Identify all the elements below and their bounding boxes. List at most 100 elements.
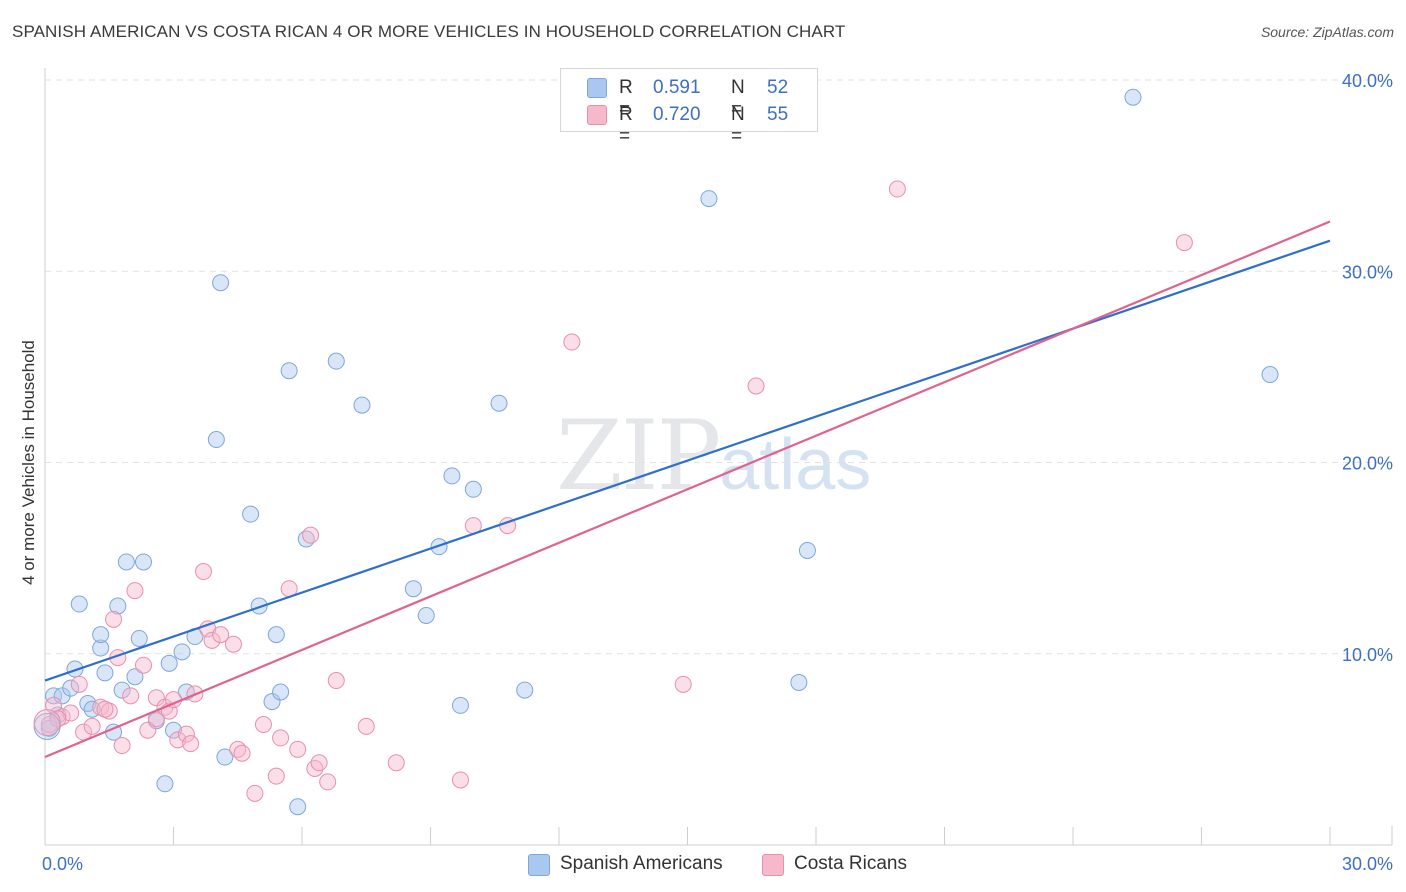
point-costa-rican bbox=[105, 610, 123, 628]
axis-layer bbox=[44, 68, 1393, 846]
point-spanish-american bbox=[92, 639, 110, 657]
point-spanish-american bbox=[464, 480, 482, 498]
chart-title: SPANISH AMERICAN VS COSTA RICAN 4 OR MOR… bbox=[12, 22, 846, 41]
point-costa-rican bbox=[139, 721, 157, 739]
point-costa-rican bbox=[212, 626, 230, 644]
point-spanish-american bbox=[443, 467, 461, 485]
point-costa-rican bbox=[203, 631, 221, 649]
point-spanish-american bbox=[289, 798, 307, 816]
point-spanish-american bbox=[96, 664, 114, 682]
point-costa-rican bbox=[302, 526, 320, 544]
point-spanish-american bbox=[173, 643, 191, 661]
point-costa-rican bbox=[194, 563, 212, 581]
bottom-legend-label: Costa Ricans bbox=[794, 853, 907, 874]
point-costa-rican bbox=[53, 708, 71, 726]
legend-r-label: R = bbox=[619, 104, 633, 147]
point-spanish-american bbox=[263, 693, 281, 711]
point-spanish-american bbox=[160, 654, 178, 672]
point-costa-rican bbox=[1175, 234, 1193, 252]
point-costa-rican bbox=[100, 702, 118, 720]
legend-r-label: R = bbox=[619, 77, 633, 120]
point-costa-rican bbox=[126, 582, 144, 600]
point-costa-rican bbox=[96, 700, 114, 718]
legend-swatch-pink bbox=[587, 105, 607, 125]
point-costa-rican bbox=[83, 717, 101, 735]
y-tick-label: 10.0% bbox=[1342, 645, 1393, 665]
watermark: ZIPatlas bbox=[556, 400, 871, 512]
point-spanish-american bbox=[70, 595, 88, 613]
points-layer bbox=[33, 88, 1279, 816]
point-spanish-american bbox=[92, 626, 110, 644]
point-spanish-american bbox=[62, 679, 80, 697]
point-spanish-american bbox=[272, 683, 290, 701]
point-costa-rican bbox=[319, 773, 337, 791]
point-costa-rican bbox=[254, 716, 272, 734]
point-costa-rican bbox=[327, 672, 345, 690]
point-spanish-american bbox=[130, 629, 148, 647]
grid-layer bbox=[45, 79, 1392, 655]
point-spanish-american bbox=[45, 687, 63, 705]
y-axis-title: 4 or more Vehicles in Household bbox=[19, 340, 38, 585]
point-costa-rican bbox=[387, 754, 405, 772]
point-spanish-american bbox=[327, 352, 345, 370]
point-costa-rican bbox=[182, 735, 200, 753]
bottom-legend-swatch-pink bbox=[762, 854, 784, 876]
source-label: Source: ZipAtlas.com bbox=[1260, 24, 1394, 40]
point-costa-rican bbox=[563, 333, 581, 351]
point-costa-rican bbox=[674, 675, 692, 693]
point-spanish-american bbox=[798, 541, 816, 559]
point-costa-rican bbox=[451, 771, 469, 789]
point-spanish-american bbox=[109, 597, 127, 615]
point-costa-rican bbox=[40, 716, 58, 734]
point-spanish-american bbox=[417, 607, 435, 624]
legend-r-value: 0.591 bbox=[653, 77, 701, 98]
trendline-spanish-americans bbox=[44, 239, 1331, 682]
bottom-legend-label: Spanish Americans bbox=[560, 853, 723, 874]
point-spanish-american bbox=[117, 553, 135, 571]
y-tick-label: 30.0% bbox=[1342, 262, 1393, 282]
label-layer: 10.0% 20.0% 30.0% 40.0% 0.0% 30.0% 4 or more V… bbox=[19, 71, 1393, 874]
point-costa-rican bbox=[888, 180, 906, 198]
point-spanish-american bbox=[126, 668, 144, 686]
x-tick-label: 0.0% bbox=[42, 854, 83, 874]
point-spanish-american bbox=[404, 580, 422, 598]
legend-n-value: 52 bbox=[767, 77, 789, 98]
point-costa-rican bbox=[310, 754, 328, 772]
point-costa-rican bbox=[233, 744, 251, 762]
point-costa-rican bbox=[135, 656, 153, 674]
point-costa-rican bbox=[169, 731, 187, 749]
bottom-legend-swatch-blue bbox=[528, 854, 550, 876]
y-tick-label: 40.0% bbox=[1342, 71, 1393, 91]
point-spanish-american bbox=[1124, 88, 1142, 106]
x-tick-label: 30.0% bbox=[1342, 854, 1393, 874]
point-costa-rican bbox=[113, 737, 131, 755]
point-spanish-american bbox=[212, 274, 230, 292]
trend-layer bbox=[44, 220, 1331, 759]
point-costa-rican bbox=[747, 377, 765, 395]
point-spanish-american bbox=[113, 681, 131, 699]
point-costa-rican bbox=[177, 725, 195, 743]
point-costa-rican bbox=[272, 729, 290, 747]
legend-n-label: N = bbox=[731, 104, 745, 147]
watermark-zip: ZIP bbox=[556, 400, 721, 512]
legend-n-label: N = bbox=[731, 77, 745, 120]
trendline-costa-ricans bbox=[44, 220, 1331, 759]
point-costa-rican bbox=[289, 740, 307, 758]
point-spanish-american bbox=[280, 362, 298, 380]
point-costa-rican bbox=[70, 675, 88, 693]
point-spanish-american bbox=[83, 700, 101, 718]
y-tick-label: 20.0% bbox=[1342, 454, 1393, 474]
point-costa-rican bbox=[357, 717, 375, 735]
point-spanish-american bbox=[1261, 366, 1279, 384]
point-spanish-american bbox=[156, 775, 174, 793]
point-spanish-american bbox=[250, 597, 268, 615]
point-spanish-american bbox=[135, 553, 153, 571]
point-spanish-american bbox=[267, 626, 285, 644]
point-spanish-american bbox=[451, 696, 469, 714]
point-spanish-american bbox=[353, 396, 371, 414]
legend-n-value: 55 bbox=[767, 104, 789, 125]
legend-r-value: 0.720 bbox=[653, 104, 701, 125]
point-spanish-american bbox=[516, 681, 534, 699]
point-spanish-american bbox=[33, 712, 61, 740]
